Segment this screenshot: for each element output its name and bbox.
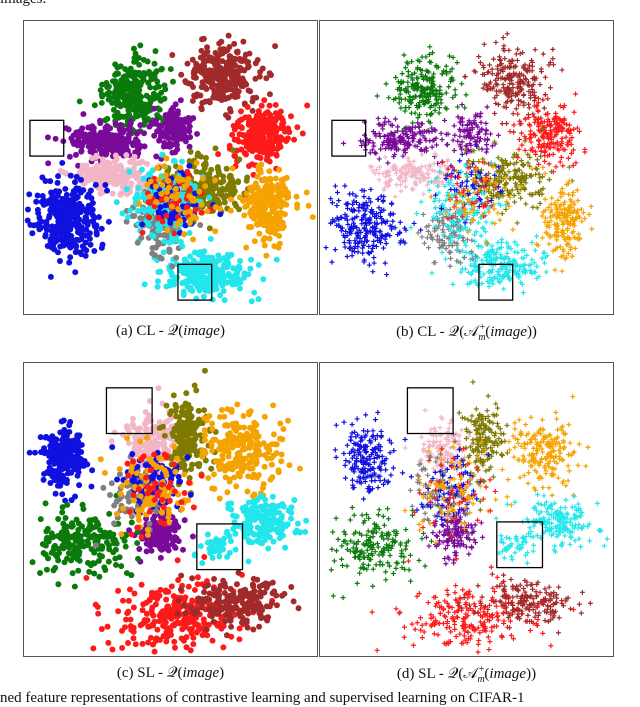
scatter-plot-b bbox=[323, 31, 595, 301]
points-b bbox=[323, 31, 595, 296]
caption-c-left: 𝒬( bbox=[166, 665, 183, 681]
caption-c: (c) SL - 𝒬(image) bbox=[23, 664, 318, 682]
caption-d-italic: image bbox=[489, 666, 527, 682]
points-d bbox=[328, 379, 610, 655]
caption-d-prefix: (d) SL - bbox=[396, 666, 448, 682]
tsne-panel-sl-augmented bbox=[319, 362, 614, 657]
tsne-panel-cl-augmented bbox=[319, 20, 614, 315]
points-c bbox=[26, 367, 310, 655]
tsne-panel-cl-image bbox=[23, 20, 318, 315]
caption-c-right: ) bbox=[219, 665, 225, 681]
caption-a-italic: image bbox=[183, 323, 220, 339]
scatter-plot-c bbox=[26, 367, 310, 655]
points-a bbox=[24, 32, 316, 305]
caption-d-sub: m bbox=[477, 674, 485, 685]
caption-a-prefix: (a) CL - bbox=[116, 323, 168, 339]
highlight-box-d-1 bbox=[406, 387, 454, 435]
highlight-box-b-2 bbox=[478, 263, 514, 301]
caption-d-right: )) bbox=[526, 666, 537, 682]
caption-a: (a) CL - 𝒬(image) bbox=[23, 322, 318, 340]
highlight-box-a-2 bbox=[177, 263, 213, 301]
caption-b-right: )) bbox=[526, 324, 537, 340]
highlight-box-d-2 bbox=[496, 521, 544, 569]
caption-b: (b) CL - 𝒬(𝒜m+(image)) bbox=[396, 322, 537, 343]
caption-c-italic: image bbox=[182, 665, 220, 681]
highlight-box-c-2 bbox=[196, 523, 244, 571]
scatter-plot-a bbox=[24, 32, 316, 305]
highlight-box-a-1 bbox=[29, 119, 65, 157]
highlight-box-c-1 bbox=[105, 387, 153, 435]
caption-b-sub: m bbox=[478, 332, 486, 343]
caption-b-italic: image bbox=[490, 324, 527, 340]
header-fragment: images. bbox=[0, 0, 46, 8]
caption-c-prefix: (c) SL - bbox=[116, 665, 167, 681]
caption-b-sup: + bbox=[479, 322, 486, 333]
caption-a-left: 𝒬( bbox=[167, 323, 184, 339]
footer-fragment: ned feature representations of contrasti… bbox=[0, 690, 525, 706]
highlight-box-b-1 bbox=[331, 119, 367, 157]
caption-b-prefix: (b) CL - bbox=[396, 324, 449, 340]
caption-b-left: 𝒬(𝒜 bbox=[448, 324, 479, 340]
caption-d: (d) SL - 𝒬(𝒜m+(image)) bbox=[396, 664, 537, 685]
caption-d-left: 𝒬(𝒜 bbox=[447, 666, 478, 682]
caption-d-sup: + bbox=[478, 664, 485, 675]
tsne-panel-sl-image bbox=[23, 362, 318, 657]
caption-a-right: ) bbox=[219, 323, 225, 339]
scatter-plot-d bbox=[328, 379, 610, 655]
